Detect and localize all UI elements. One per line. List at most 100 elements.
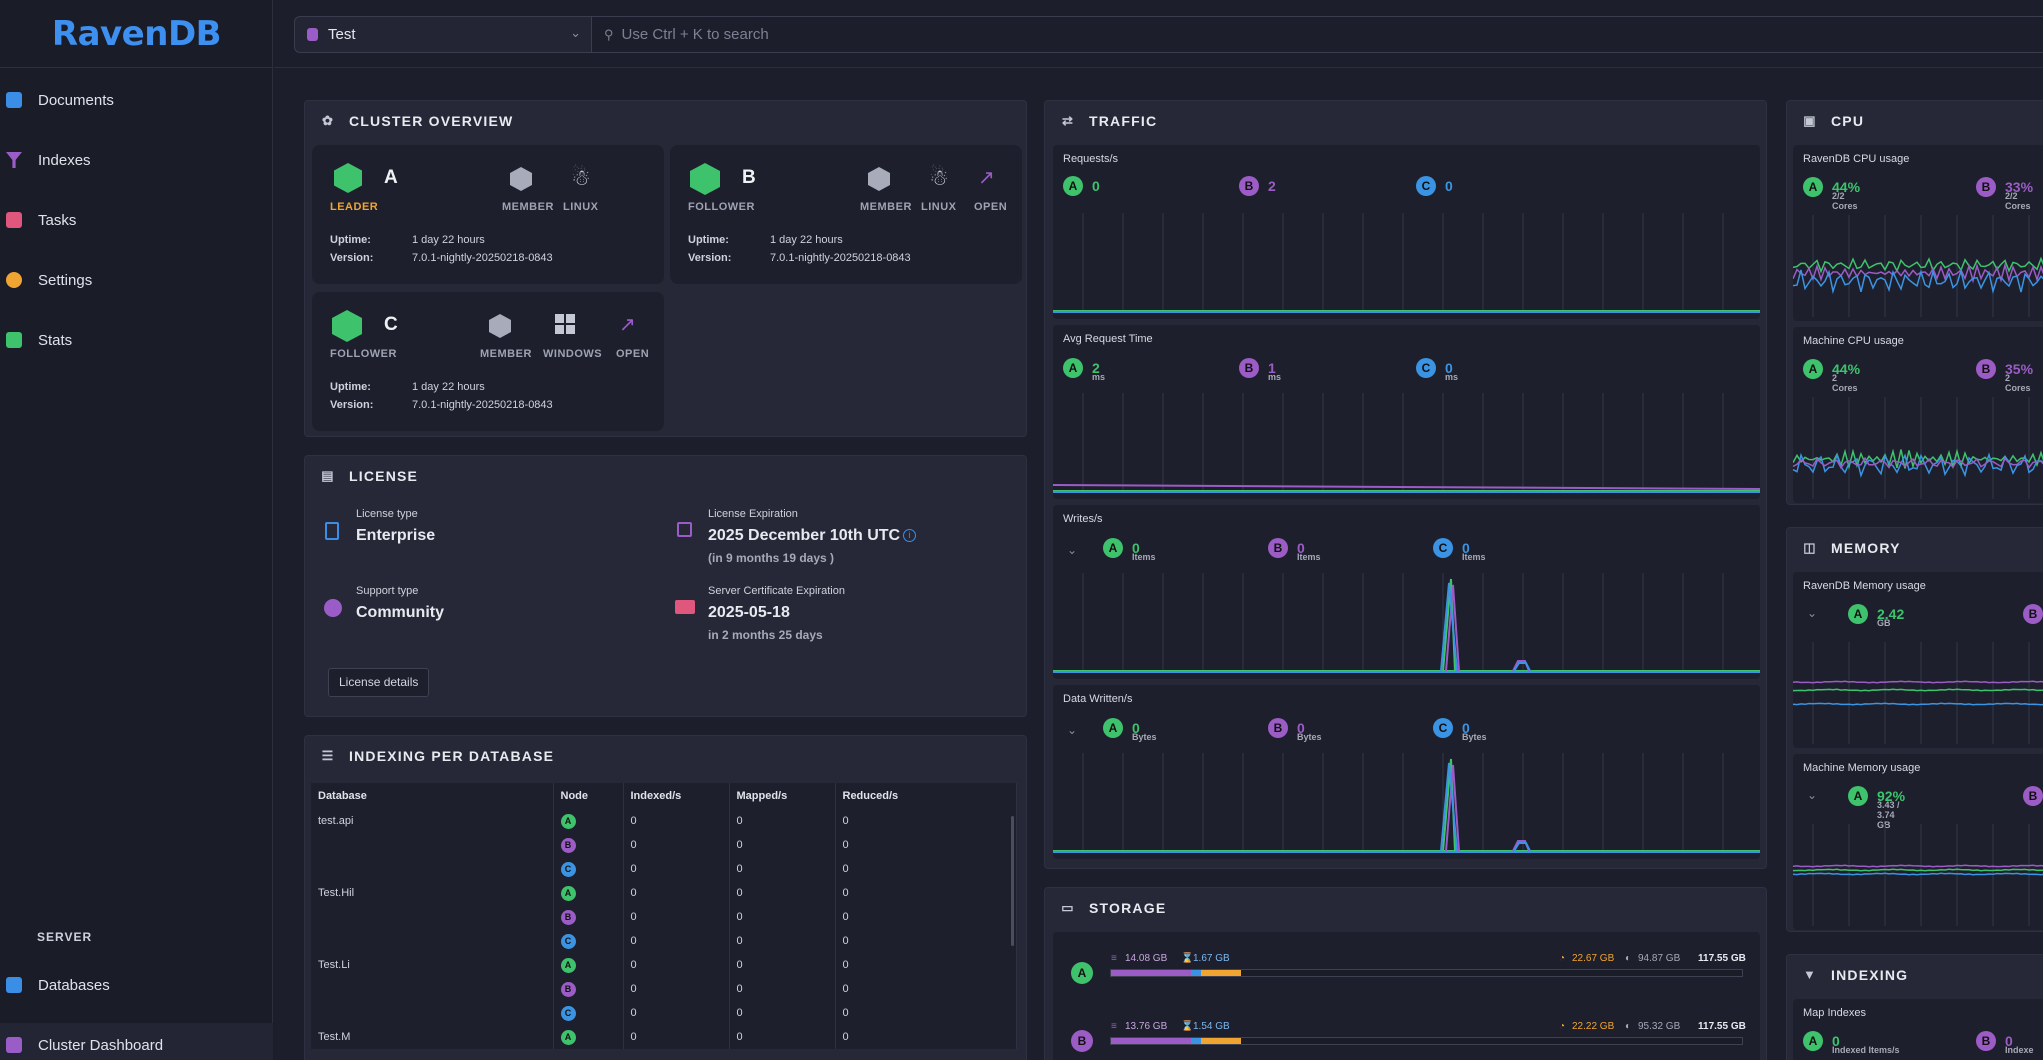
license-type-icon xyxy=(325,522,339,540)
traffic-chart: Avg Request Time A 2 ms B 1 ms C 0 ms xyxy=(1053,325,1760,499)
node-badge-c: C xyxy=(1416,358,1436,378)
indexed-cell: 0 xyxy=(623,1001,730,1025)
chevron-down-icon[interactable]: ⌄ xyxy=(1807,788,1818,802)
open-link[interactable]: OPEN xyxy=(974,201,1008,213)
node-cell: A xyxy=(553,1025,624,1049)
storage-bar xyxy=(1110,969,1743,977)
cluster-icon: ✿ xyxy=(321,113,335,128)
version-value: 7.0.1-nightly-20250218-0843 xyxy=(412,252,553,264)
sidebar-item-cluster-dashboard[interactable]: Cluster Dashboard xyxy=(0,1023,273,1060)
panel-title: ▤ LICENSE xyxy=(321,468,419,484)
column-header[interactable]: Database xyxy=(311,783,554,809)
chart-title: RavenDB Memory usage xyxy=(1803,580,1926,592)
legend-node-c: C 0 ms xyxy=(1416,358,1458,382)
node-type: MEMBER xyxy=(480,348,532,360)
database-cell: test.api xyxy=(311,809,554,833)
swap-arrows-icon: ⇄ xyxy=(1061,113,1075,128)
reduced-cell: 0 xyxy=(835,977,1017,1001)
cluster-dashboard-icon xyxy=(6,1037,22,1053)
node-os: LINUX xyxy=(563,201,599,213)
open-external-icon[interactable]: ↗ xyxy=(978,167,995,189)
search-input[interactable]: ⚲ Use Ctrl + K to search xyxy=(592,16,2043,53)
node-badge-a: A xyxy=(1803,359,1823,379)
databases-icon xyxy=(6,977,22,993)
sidebar-item-indexes[interactable]: Indexes xyxy=(0,138,273,182)
crown-icon xyxy=(334,163,362,193)
temp-size: 1.67 GB xyxy=(1193,953,1230,964)
legend-node-a: A 92% 3.43 / 3.74 GB xyxy=(1848,786,1905,830)
indexed-cell: 0 xyxy=(623,881,730,905)
node-badge-a: A xyxy=(1103,538,1123,558)
reduced-cell: 0 xyxy=(835,857,1017,881)
reduced-cell: 0 xyxy=(835,1025,1017,1049)
free-icon: ◐ xyxy=(1625,953,1632,964)
column-header[interactable]: Reduced/s xyxy=(835,783,1017,809)
license-details-button[interactable]: License details xyxy=(328,668,430,697)
node-badge-a: A xyxy=(1063,176,1083,196)
chart-title: Machine CPU usage xyxy=(1803,335,1904,347)
reduced-cell: 0 xyxy=(835,905,1017,929)
chevron-down-icon[interactable]: ⌄ xyxy=(1807,606,1818,620)
node-type: MEMBER xyxy=(502,201,554,213)
indexing-panel: ▼ INDEXING Map Indexes A 0 Indexed Items/s … xyxy=(1786,954,2043,1060)
license-expiration-value: 2025 December 10th UTC xyxy=(708,527,901,544)
open-link[interactable]: OPEN xyxy=(616,348,650,360)
indexed-cell: 0 xyxy=(623,857,730,881)
sidebar-item-databases[interactable]: Databases xyxy=(0,963,273,1007)
filter-icon: ▼ xyxy=(1803,967,1818,982)
open-external-icon[interactable]: ↗ xyxy=(619,314,636,336)
traffic-chart: Requests/s A 0 B 2 C 0 xyxy=(1053,145,1760,319)
node-type: MEMBER xyxy=(860,201,912,213)
database-selector[interactable]: Test ⌄ xyxy=(294,16,592,53)
sidebar-item-stats[interactable]: Stats xyxy=(0,318,273,362)
member-icon xyxy=(489,314,511,338)
sidebar-item-documents[interactable]: Documents xyxy=(0,78,273,122)
used-size: 22.22 GB xyxy=(1572,1021,1615,1032)
data-fill xyxy=(1111,970,1191,976)
mapped-cell: 0 xyxy=(729,857,836,881)
table-scrollbar[interactable] xyxy=(1011,816,1014,946)
support-type-value: Community xyxy=(356,604,444,621)
sidebar-item-settings[interactable]: Settings xyxy=(0,258,273,302)
ravendb-logo[interactable]: RavenDB xyxy=(0,0,273,68)
node-badge: A xyxy=(560,813,576,829)
support-type-label: Support type xyxy=(356,585,419,597)
sidebar-item-label: Settings xyxy=(38,271,93,289)
info-icon[interactable]: i xyxy=(903,529,916,542)
memory-icon: ◫ xyxy=(1803,540,1817,555)
node-card-b: B FOLLOWER MEMBER ☃ LINUX ↗ OPEN Uptime:… xyxy=(670,145,1022,284)
sidebar-item-tasks[interactable]: Tasks xyxy=(0,198,273,242)
panel-title: ☰ INDEXING PER DATABASE xyxy=(321,748,555,764)
node-badge: A xyxy=(560,957,576,973)
data-icon: ≡ xyxy=(1111,953,1117,964)
reduced-cell: 0 xyxy=(835,929,1017,953)
database-cell: Test.Hil xyxy=(311,881,554,905)
total-size: 117.55 GB xyxy=(1698,953,1746,964)
column-header[interactable]: Node xyxy=(553,783,624,809)
license-expiration-label: License Expiration xyxy=(708,508,798,520)
hourglass-icon: ⌛ xyxy=(1181,1021,1194,1032)
chart-title: Machine Memory usage xyxy=(1803,762,1921,774)
legend-node-b: B 33% 2/2 Cores xyxy=(1976,177,2033,211)
column-header[interactable]: Indexed/s xyxy=(623,783,730,809)
version-label: Version: xyxy=(688,252,732,264)
legend-node-b: B 0 Indexe xyxy=(1976,1031,2034,1055)
traffic-panel: ⇄ TRAFFIC Requests/s A 0 B 2 C 0 Avg Request Tim… xyxy=(1044,100,1767,869)
legend-node-a: A 2.42 GB xyxy=(1848,604,1904,628)
chevron-down-icon[interactable]: ⌄ xyxy=(1067,723,1078,737)
mapped-cell: 0 xyxy=(729,1001,836,1025)
node-role: FOLLOWER xyxy=(688,201,755,213)
mapped-cell: 0 xyxy=(729,1025,836,1049)
panel-title: ✿ CLUSTER OVERVIEW xyxy=(321,113,514,129)
storage-panel: ▭ STORAGE A ≡ 14.08 GB ⌛ 1.67 GB ◔ 22.67 GB ◐ 94.… xyxy=(1044,887,1767,1060)
documents-icon xyxy=(6,92,22,108)
node-badge-b: B xyxy=(1239,358,1259,378)
chevron-down-icon[interactable]: ⌄ xyxy=(1067,543,1078,557)
node-tag: A xyxy=(384,167,398,188)
panel-title: ▭ STORAGE xyxy=(1061,900,1167,916)
column-header[interactable]: Mapped/s xyxy=(729,783,836,809)
free-size: 95.32 GB xyxy=(1638,1021,1681,1032)
database-name: Test xyxy=(328,26,356,43)
sidebar-item-label: Cluster Dashboard xyxy=(38,1036,164,1054)
